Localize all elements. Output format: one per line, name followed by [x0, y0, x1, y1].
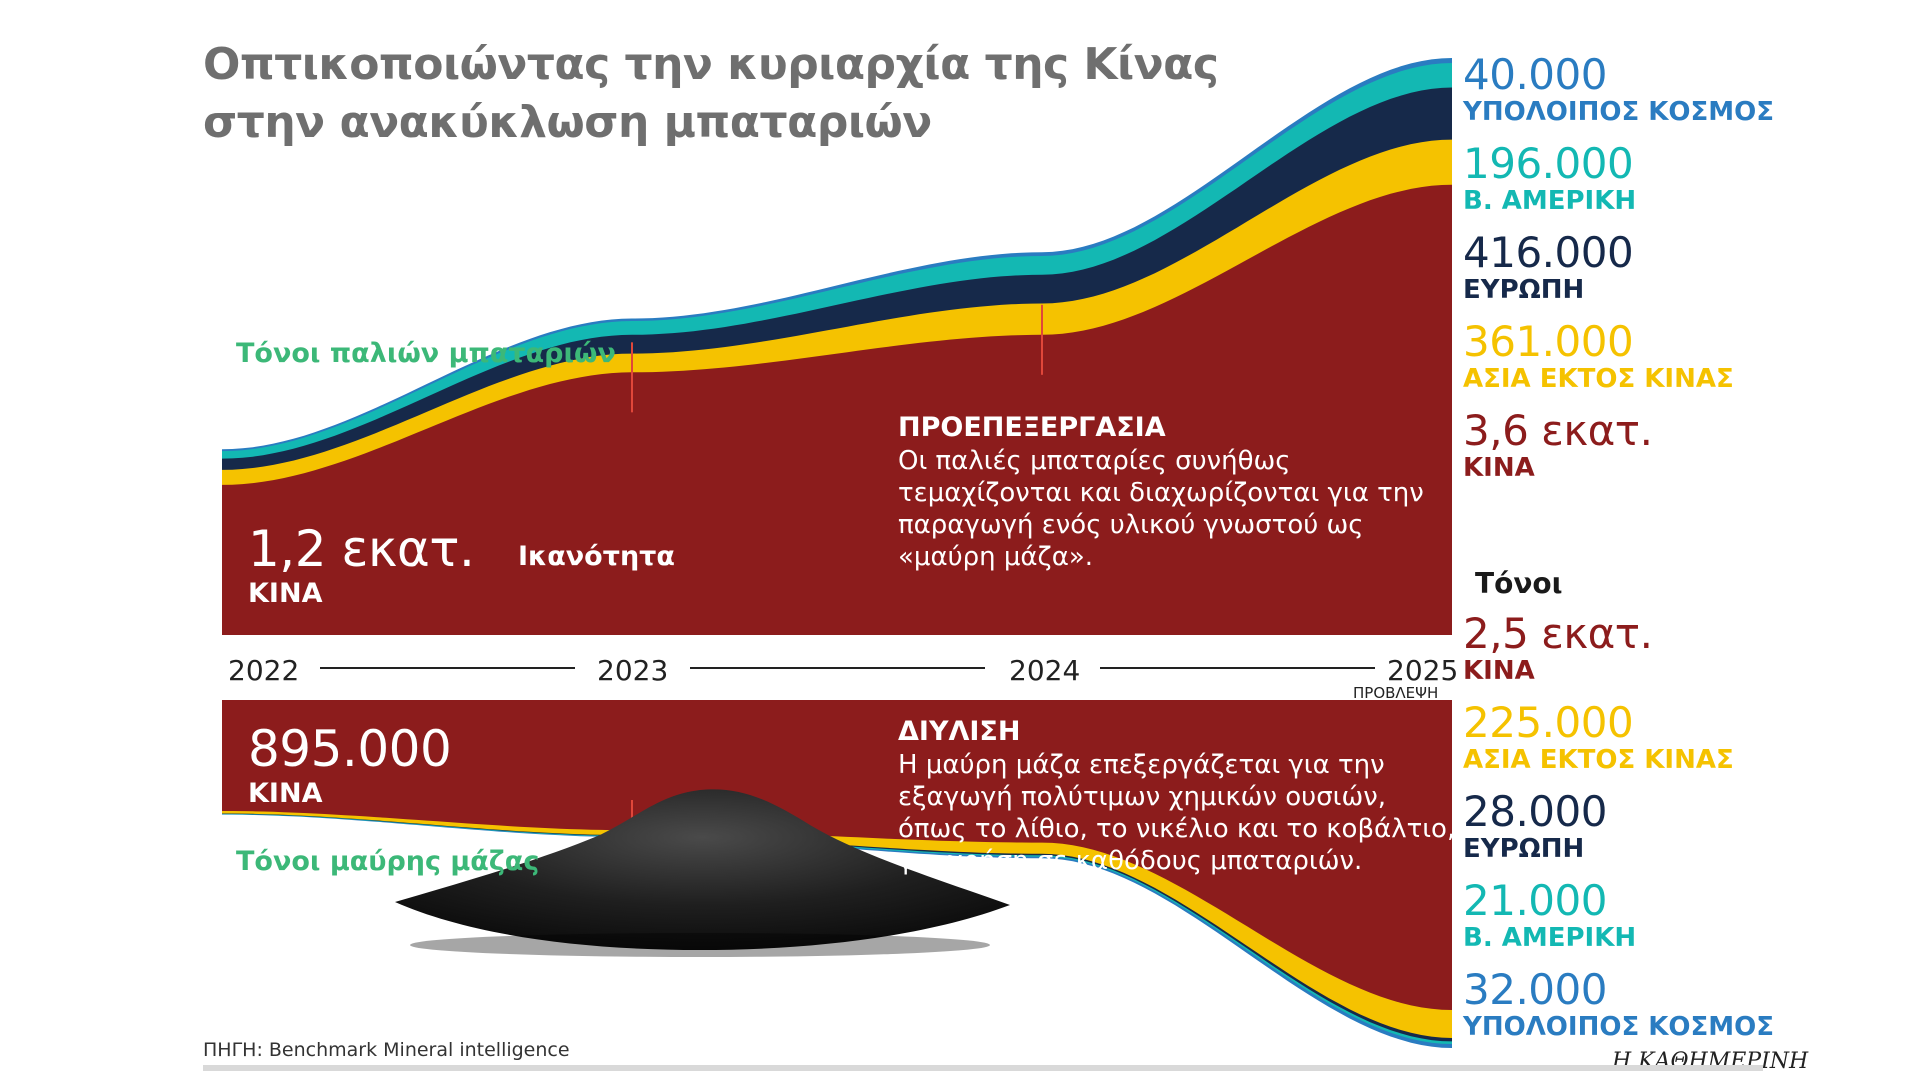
bottom-rule	[203, 1065, 1763, 1071]
year-label-2024: 2024	[1009, 654, 1081, 687]
chart-title: Οπτικοποιώντας την κυριαρχία της Κίνας σ…	[203, 36, 1219, 152]
preprocessing-description: Οι παλιές μπαταρίες συνήθως τεμαχίζονται…	[898, 446, 1424, 572]
top-end-value: 416.000	[1463, 228, 1634, 277]
top-start-value: 1,2 εκατ.	[248, 520, 475, 578]
preprocessing-text-block: ΠΡΟΕΠΕΞΕΡΓΑΣΙΑ Οι παλιές μπαταρίες συνήθ…	[898, 412, 1458, 573]
top-start-region: ΚΙΝΑ	[248, 578, 323, 609]
refining-title: ΔΙΥΛΙΣΗ	[898, 716, 1021, 747]
top-end-label: 196.000 Β. ΑΜΕΡΙΚΗ	[1463, 139, 1637, 217]
bottom-end-value: 32.000	[1463, 965, 1607, 1014]
forecast-label: ΠΡΟΒΛΕΨΗ	[1353, 684, 1439, 702]
bottom-end-region: ΑΣΙΑ ΕΚΤΟΣ ΚΙΝΑΣ	[1463, 745, 1734, 776]
top-start-china-label: 1,2 εκατ. ΚΙΝΑ	[248, 520, 475, 609]
preprocessing-title: ΠΡΟΕΠΕΞΕΡΓΑΣΙΑ	[898, 412, 1166, 443]
bottom-end-label: 21.000 Β. ΑΜΕΡΙΚΗ	[1463, 876, 1637, 954]
bottom-end-region: ΕΥΡΩΠΗ	[1463, 834, 1585, 865]
top-end-label: 3,6 εκατ. ΚΙΝΑ	[1463, 406, 1653, 484]
top-end-region: ΕΥΡΩΠΗ	[1463, 275, 1585, 306]
year-label-2023: 2023	[597, 654, 669, 687]
year-label-2025: 2025	[1387, 654, 1459, 687]
top-end-value: 361.000	[1463, 317, 1634, 366]
black-mass-pile-shape	[395, 789, 1010, 950]
top-axis-label: Τόνοι παλιών μπαταριών	[236, 338, 616, 369]
bottom-end-region: ΚΙΝΑ	[1463, 656, 1535, 687]
bottom-end-value: 2,5 εκατ.	[1463, 609, 1653, 658]
top-end-value: 196.000	[1463, 139, 1634, 188]
bottom-end-region: ΥΠΟΛΟΙΠΟΣ ΚΟΣΜΟΣ	[1463, 1012, 1775, 1043]
top-end-region: ΚΙΝΑ	[1463, 453, 1535, 484]
bottom-start-china-label: 895.000 ΚΙΝΑ	[248, 720, 452, 809]
bottom-end-value: 225.000	[1463, 698, 1634, 747]
year-label-2022: 2022	[228, 654, 300, 687]
bottom-end-region: Β. ΑΜΕΡΙΚΗ	[1463, 923, 1637, 954]
units-label: Τόνοι	[1475, 567, 1563, 600]
bottom-start-value: 895.000	[248, 720, 452, 778]
top-end-region: ΥΠΟΛΟΙΠΟΣ ΚΟΣΜΟΣ	[1463, 97, 1775, 128]
bottom-end-label: 2,5 εκατ. ΚΙΝΑ	[1463, 609, 1653, 687]
source-note: ΠΗΓΗ: Benchmark Mineral intelligence	[203, 1039, 570, 1061]
chart-title-line-1: Οπτικοποιώντας την κυριαρχία της Κίνας	[203, 39, 1219, 90]
top-end-label: 40.000 ΥΠΟΛΟΙΠΟΣ ΚΟΣΜΟΣ	[1463, 50, 1775, 128]
black-mass-pile-image	[395, 789, 1010, 957]
capacity-label: Ικανότητα	[518, 541, 675, 572]
bottom-axis-label: Τόνοι μαύρης μάζας	[236, 846, 540, 877]
top-end-label: 361.000 ΑΣΙΑ ΕΚΤΟΣ ΚΙΝΑΣ	[1463, 317, 1734, 395]
top-end-value: 40.000	[1463, 50, 1607, 99]
top-end-label: 416.000 ΕΥΡΩΠΗ	[1463, 228, 1634, 306]
chart-title-line-2: στην ανακύκλωση μπαταριών	[203, 97, 932, 148]
bottom-start-region: ΚΙΝΑ	[248, 778, 323, 809]
top-end-region: Β. ΑΜΕΡΙΚΗ	[1463, 186, 1637, 217]
bottom-layer-κινα	[222, 700, 1452, 1010]
bottom-end-label: 28.000 ΕΥΡΩΠΗ	[1463, 787, 1607, 865]
top-end-region: ΑΣΙΑ ΕΚΤΟΣ ΚΙΝΑΣ	[1463, 364, 1734, 395]
black-mass-pile-shadow	[410, 933, 990, 957]
bottom-end-label: 32.000 ΥΠΟΛΟΙΠΟΣ ΚΟΣΜΟΣ	[1463, 965, 1775, 1043]
bottom-stream-layers	[222, 700, 1452, 1048]
refining-description: Η μαύρη μάζα επεξεργάζεται για την εξαγω…	[898, 750, 1456, 876]
top-stream-layers	[222, 58, 1452, 635]
bottom-end-value: 28.000	[1463, 787, 1607, 836]
bottom-end-value: 21.000	[1463, 876, 1607, 925]
refining-text-block: ΔΙΥΛΙΣΗ Η μαύρη μάζα επεξεργάζεται για τ…	[898, 716, 1458, 877]
bottom-end-label: 225.000 ΑΣΙΑ ΕΚΤΟΣ ΚΙΝΑΣ	[1463, 698, 1734, 776]
top-layer-κινα	[222, 184, 1452, 635]
top-end-value: 3,6 εκατ.	[1463, 406, 1653, 455]
